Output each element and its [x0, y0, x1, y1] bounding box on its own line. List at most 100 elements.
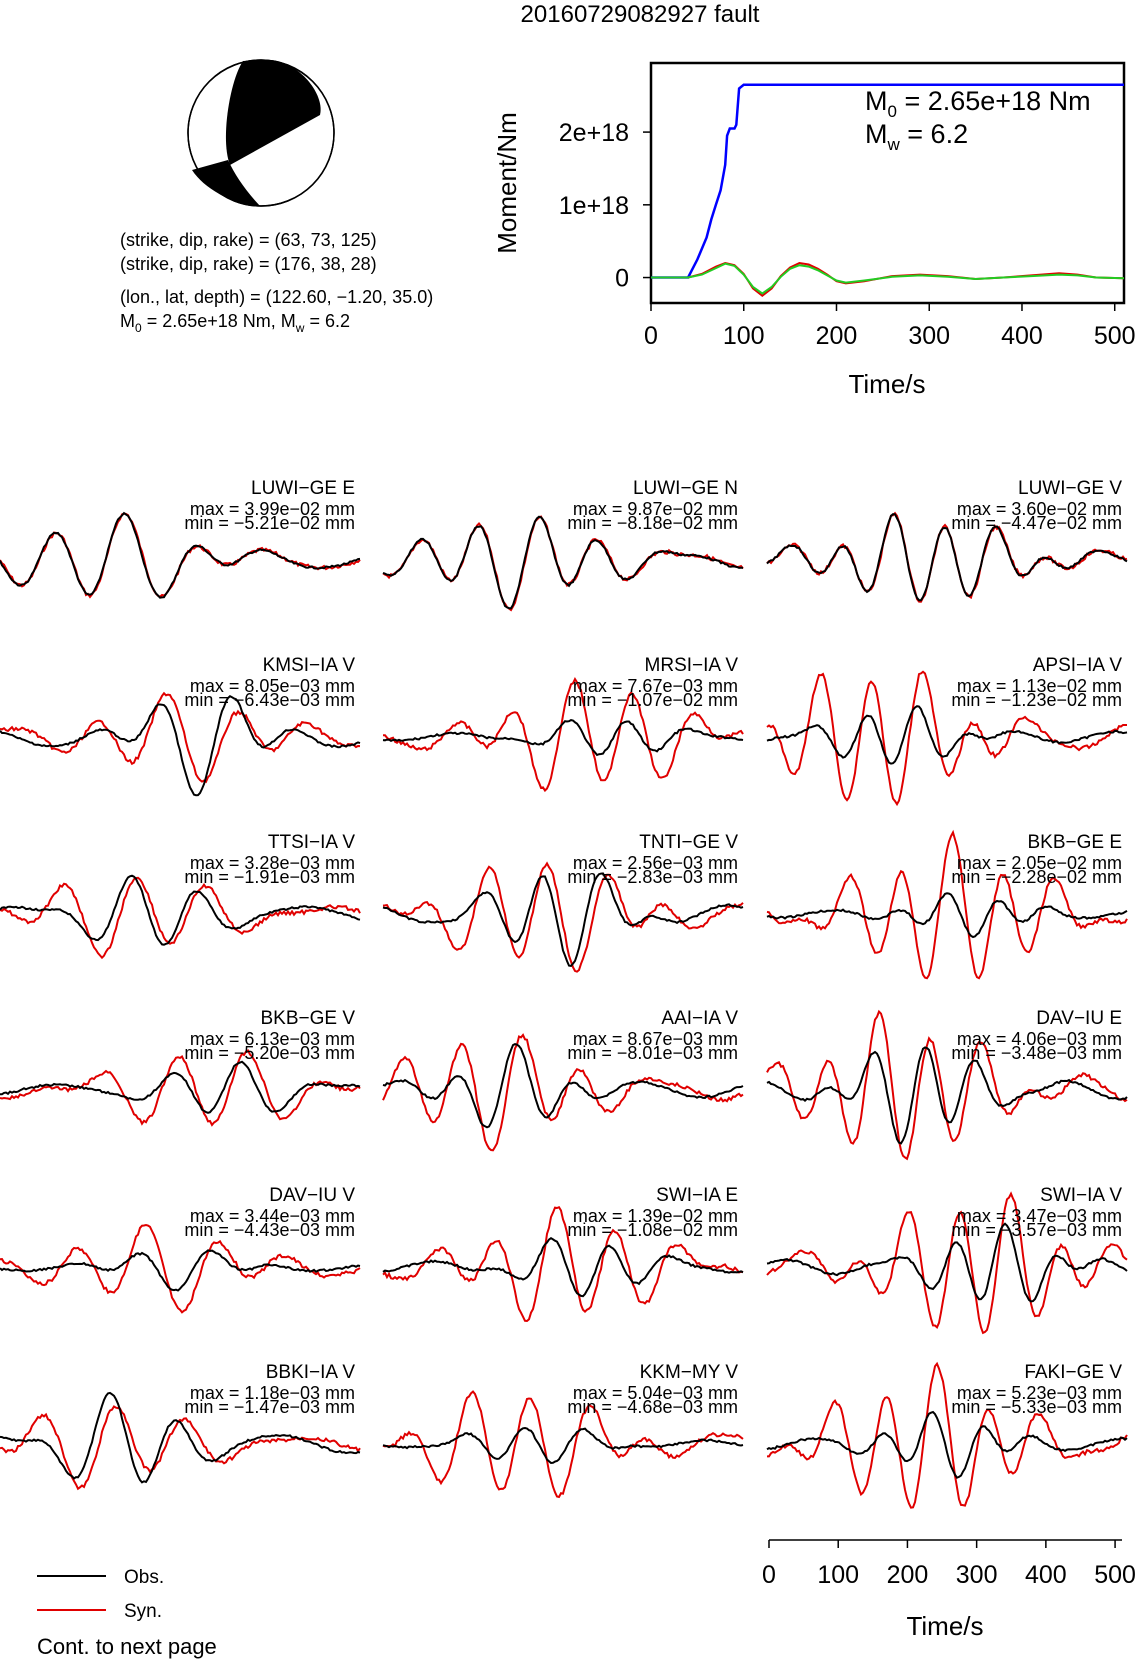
moment-x-tick-label: 200	[816, 322, 858, 350]
waveform-x-tick-label: 0	[762, 1561, 776, 1589]
station-name: SWI−IA V	[1040, 1185, 1122, 1206]
observed-trace	[0, 1391, 361, 1484]
synthetic-trace	[382, 1033, 744, 1152]
moment-series-line-1	[651, 261, 1125, 297]
station-min-value: min = −6.43e−03 mm	[184, 690, 355, 710]
station-max-value: max = 2.56e−03 mm	[573, 853, 738, 873]
station-min-value: min = −3.48e−03 mm	[951, 1043, 1122, 1063]
nodal-plane-2: (strike, dip, rake) = (176, 38, 28)	[120, 254, 377, 274]
nodal-plane-1: (strike, dip, rake) = (63, 73, 125)	[120, 230, 377, 250]
station-name: LUWI−GE N	[633, 478, 738, 499]
station-max-value: max = 1.13e−02 mm	[957, 676, 1122, 696]
station-min-value: min = −8.01e−03 mm	[567, 1043, 738, 1063]
observed-trace	[766, 513, 1128, 602]
legend-obs-label: Obs.	[124, 1567, 164, 1588]
observed-trace	[0, 874, 361, 946]
station-max-value: max = 1.39e−02 mm	[573, 1206, 738, 1226]
moment-x-tick-label: 100	[723, 322, 765, 350]
station-min-value: min = −4.68e−03 mm	[567, 1397, 738, 1417]
waveform-x-tick-label: 100	[817, 1561, 859, 1589]
beachball-diagram	[187, 59, 335, 207]
station-max-value: max = 2.05e−02 mm	[957, 853, 1122, 873]
moment-series-line-0	[651, 83, 1124, 279]
synthetic-trace	[766, 670, 1127, 807]
station-min-value: min = −4.43e−03 mm	[184, 1220, 355, 1240]
synthetic-trace	[382, 1205, 744, 1323]
station-name: AAI−IA V	[661, 1008, 738, 1029]
moment-x-tick-label: 0	[644, 322, 658, 350]
station-name: TTSI−IA V	[268, 832, 355, 853]
synthetic-trace	[0, 691, 361, 784]
station-name: TNTI−GE V	[639, 832, 738, 853]
moment-annotation-m0: M0 = 2.65e+18 Nm	[865, 86, 1091, 121]
observed-trace	[766, 1222, 1128, 1303]
station-name: BKB−GE V	[260, 1008, 355, 1029]
station-name: BKB−GE E	[1027, 832, 1122, 853]
observed-trace	[766, 705, 1128, 765]
synthetic-trace	[766, 829, 1128, 980]
station-name: FAKI−GE V	[1024, 1362, 1122, 1383]
station-min-value: min = −3.57e−03 mm	[951, 1220, 1122, 1240]
moment-y-tick-label: 0	[615, 265, 629, 293]
moment-y-tick-label: 1e+18	[559, 192, 629, 220]
station-max-value: max = 9.87e−02 mm	[573, 499, 738, 519]
station-max-value: max = 3.99e−02 mm	[190, 499, 355, 519]
station-max-value: max = 8.05e−03 mm	[190, 676, 355, 696]
moment-x-axis-label: Time/s	[848, 369, 925, 399]
station-max-value: max = 3.47e−03 mm	[957, 1206, 1122, 1226]
observed-trace	[382, 1043, 744, 1129]
station-name: SWI−IA E	[656, 1185, 738, 1206]
moment-x-tick-label: 300	[908, 322, 950, 350]
station-max-value: max = 3.60e−02 mm	[957, 499, 1122, 519]
station-max-value: max = 6.13e−03 mm	[190, 1029, 355, 1049]
moment-annotation-mw: Mw = 6.2	[865, 119, 968, 154]
moment-rate-chart: 0 100 200 300 400 500 0 1e+18 2e+18 Moment/Nm Ti…	[492, 61, 1136, 399]
moment-x-tick-label: 400	[1001, 322, 1043, 350]
observed-trace	[382, 515, 744, 610]
observed-trace	[766, 892, 1128, 939]
observed-trace	[382, 1237, 744, 1298]
station-max-value: max = 5.04e−03 mm	[573, 1383, 738, 1403]
station-max-value: max = 3.44e−03 mm	[190, 1206, 355, 1226]
station-min-value: min = −1.91e−03 mm	[184, 867, 355, 887]
waveform-x-axis-label: Time/s	[906, 1611, 983, 1641]
synthetic-trace	[0, 1049, 361, 1127]
beachball-compression-quadrant	[225, 60, 321, 165]
station-name: KKM−MY V	[640, 1362, 739, 1383]
mechanism-info: (strike, dip, rake) = (63, 73, 125) (str…	[120, 230, 433, 335]
waveform-x-tick-label: 300	[956, 1561, 998, 1589]
waveform-x-tick-label: 200	[887, 1561, 929, 1589]
moment-x-tick-label: 500	[1094, 322, 1136, 350]
waveform-time-axis: Time/s 0 100 200 300 400 500	[762, 1539, 1136, 1641]
station-min-value: min = −1.07e−02 mm	[567, 690, 738, 710]
magnitude-line: M0 = 2.65e+18 Nm, Mw = 6.2	[120, 311, 350, 335]
observed-trace	[766, 1410, 1128, 1479]
waveform-x-tick-label: 400	[1025, 1561, 1067, 1589]
continuation-note: Cont. to next page	[37, 1634, 217, 1659]
observed-trace	[0, 1249, 361, 1292]
synthetic-trace	[767, 1361, 1128, 1509]
observed-trace	[0, 695, 361, 797]
synthetic-trace	[382, 1390, 744, 1499]
station-name: MRSI−IA V	[645, 655, 739, 676]
station-min-value: min = −2.28e−02 mm	[951, 867, 1122, 887]
synthetic-trace	[0, 876, 361, 960]
legend: Obs. Syn.	[37, 1567, 164, 1622]
moment-plot-frame	[649, 61, 1126, 305]
observed-trace	[382, 1426, 744, 1465]
station-name: DAV−IU V	[269, 1185, 355, 1206]
